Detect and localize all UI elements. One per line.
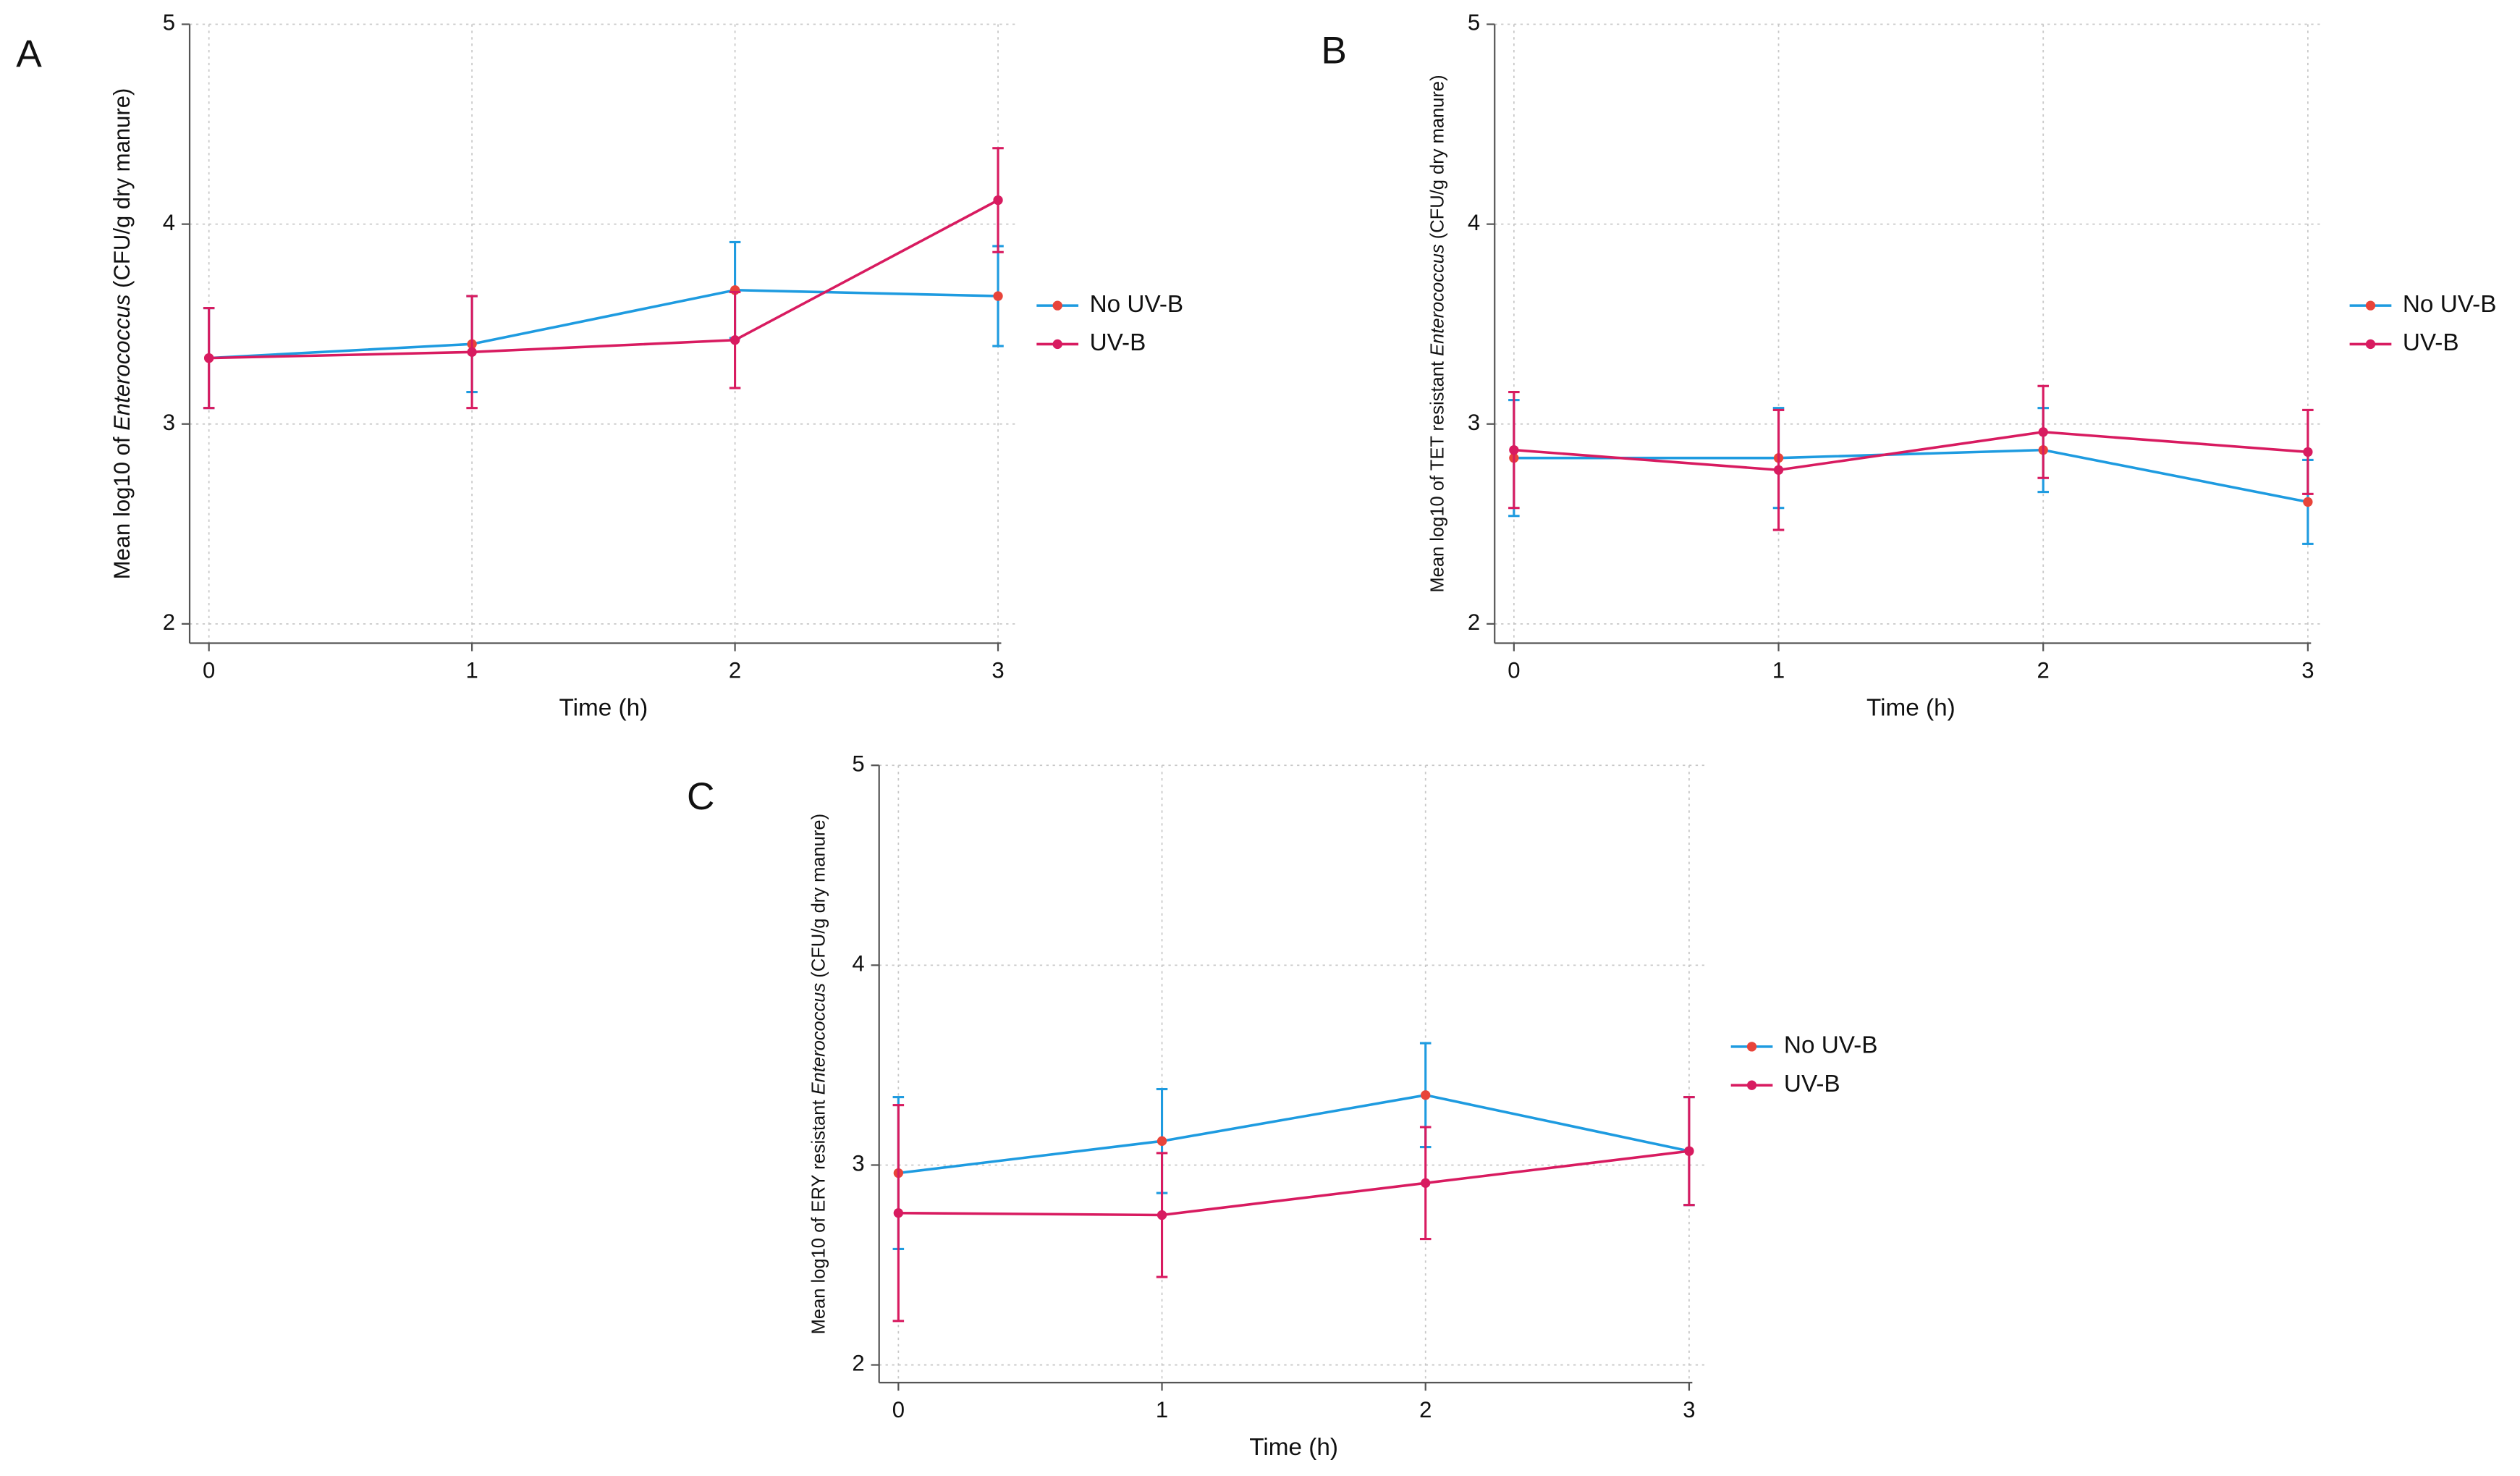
y-tick-label: 3 — [163, 410, 175, 435]
chart-panel: B 2 3 4 5 0 1 2 3 Time (h) Mean log10 of TET resis… — [1321, 10, 2496, 722]
y-label-part: Enterococcus — [1427, 244, 1447, 356]
x-tick-label: 3 — [2301, 658, 2314, 683]
series-line — [1513, 430, 2309, 472]
x-axis-label: Time (h) — [1866, 694, 1955, 721]
series-line — [208, 198, 999, 360]
series-line — [1513, 448, 2309, 504]
point — [467, 347, 477, 357]
point — [2303, 497, 2313, 507]
x-tick-label: 2 — [2037, 658, 2050, 683]
x-tick-label: 2 — [1419, 1397, 1432, 1422]
x-axis-label: Time (h) — [1249, 1434, 1338, 1461]
chart-panel: A 2 3 4 5 0 1 2 3 Time (h) Mean log10 of Enterococ… — [16, 10, 1183, 722]
y-tick-label: 4 — [1468, 210, 1480, 235]
panel-label: B — [1321, 30, 1347, 72]
x-axis-label: Time (h) — [559, 694, 648, 721]
series-line — [898, 1094, 1690, 1175]
x-tick-label: 2 — [729, 658, 741, 683]
legend-label: UV-B — [1784, 1071, 1840, 1097]
y-tick-label: 5 — [163, 10, 175, 35]
y-label-part: (CFU/g dry manure) — [1427, 75, 1447, 244]
series-line — [208, 288, 999, 360]
point — [1421, 1178, 1431, 1188]
y-tick-label: 2 — [1468, 610, 1480, 635]
x-tick-label: 3 — [1683, 1397, 1695, 1422]
point — [993, 195, 1003, 206]
y-label-part: Enterococcus — [109, 295, 135, 431]
x-tick-label: 1 — [1156, 1397, 1168, 1422]
y-axis-label: Mean log10 of TET resistant Enterococcus… — [1427, 75, 1447, 592]
legend-label: No UV-B — [1090, 291, 1184, 318]
point — [893, 1208, 904, 1218]
y-label-part: Mean log10 of ERY resistant — [808, 1095, 829, 1334]
y-tick-label: 2 — [163, 610, 175, 635]
legend-label: UV-B — [1090, 329, 1146, 356]
point — [2038, 427, 2048, 437]
y-label-part: Mean log10 of — [109, 431, 135, 580]
x-tick-label: 3 — [991, 658, 1004, 683]
x-tick-label: 0 — [203, 658, 215, 683]
point — [1157, 1210, 1167, 1220]
x-tick-label: 0 — [1508, 658, 1520, 683]
legend-marker — [1052, 300, 1062, 311]
y-axis-label: Mean log10 of ERY resistant Enterococcus… — [808, 814, 829, 1335]
point — [1509, 444, 1519, 455]
panel-label: C — [687, 775, 714, 818]
legend-marker — [1746, 1042, 1757, 1052]
legend-marker — [1052, 339, 1062, 350]
y-tick-label: 4 — [852, 951, 864, 977]
x-tick-label: 1 — [465, 658, 478, 683]
point — [730, 335, 740, 345]
x-tick-label: 0 — [892, 1397, 905, 1422]
legend-marker — [1746, 1080, 1757, 1090]
point — [2303, 447, 2313, 457]
legend-label: UV-B — [2403, 329, 2459, 356]
chart-panel: C 2 3 4 5 0 1 2 3 Time (h) Mean log10 of ERY resis… — [687, 751, 1878, 1460]
y-label-part: (CFU/g dry manure) — [109, 88, 135, 295]
y-tick-label: 2 — [852, 1351, 864, 1376]
point — [1684, 1146, 1694, 1156]
point — [1773, 465, 1784, 475]
y-tick-label: 3 — [1468, 410, 1480, 435]
panel-label: A — [16, 33, 42, 75]
y-tick-label: 5 — [852, 751, 864, 776]
series-line — [898, 1150, 1690, 1217]
y-label-part: Enterococcus — [808, 983, 829, 1095]
y-tick-label: 3 — [852, 1151, 864, 1176]
legend-marker — [2365, 339, 2376, 350]
y-label-part: Mean log10 of TET resistant — [1427, 356, 1447, 593]
point — [993, 291, 1003, 301]
legend-label: No UV-B — [1784, 1032, 1878, 1059]
legend-marker — [2365, 300, 2376, 311]
point — [1421, 1090, 1431, 1100]
point — [1157, 1136, 1167, 1146]
y-axis-label: Mean log10 of Enterococcus (CFU/g dry ma… — [109, 88, 135, 580]
point — [204, 353, 214, 363]
y-tick-label: 5 — [1468, 10, 1480, 35]
y-tick-label: 4 — [163, 210, 175, 235]
y-label-part: (CFU/g dry manure) — [808, 814, 829, 983]
legend-label: No UV-B — [2403, 291, 2497, 318]
x-tick-label: 1 — [1772, 658, 1785, 683]
